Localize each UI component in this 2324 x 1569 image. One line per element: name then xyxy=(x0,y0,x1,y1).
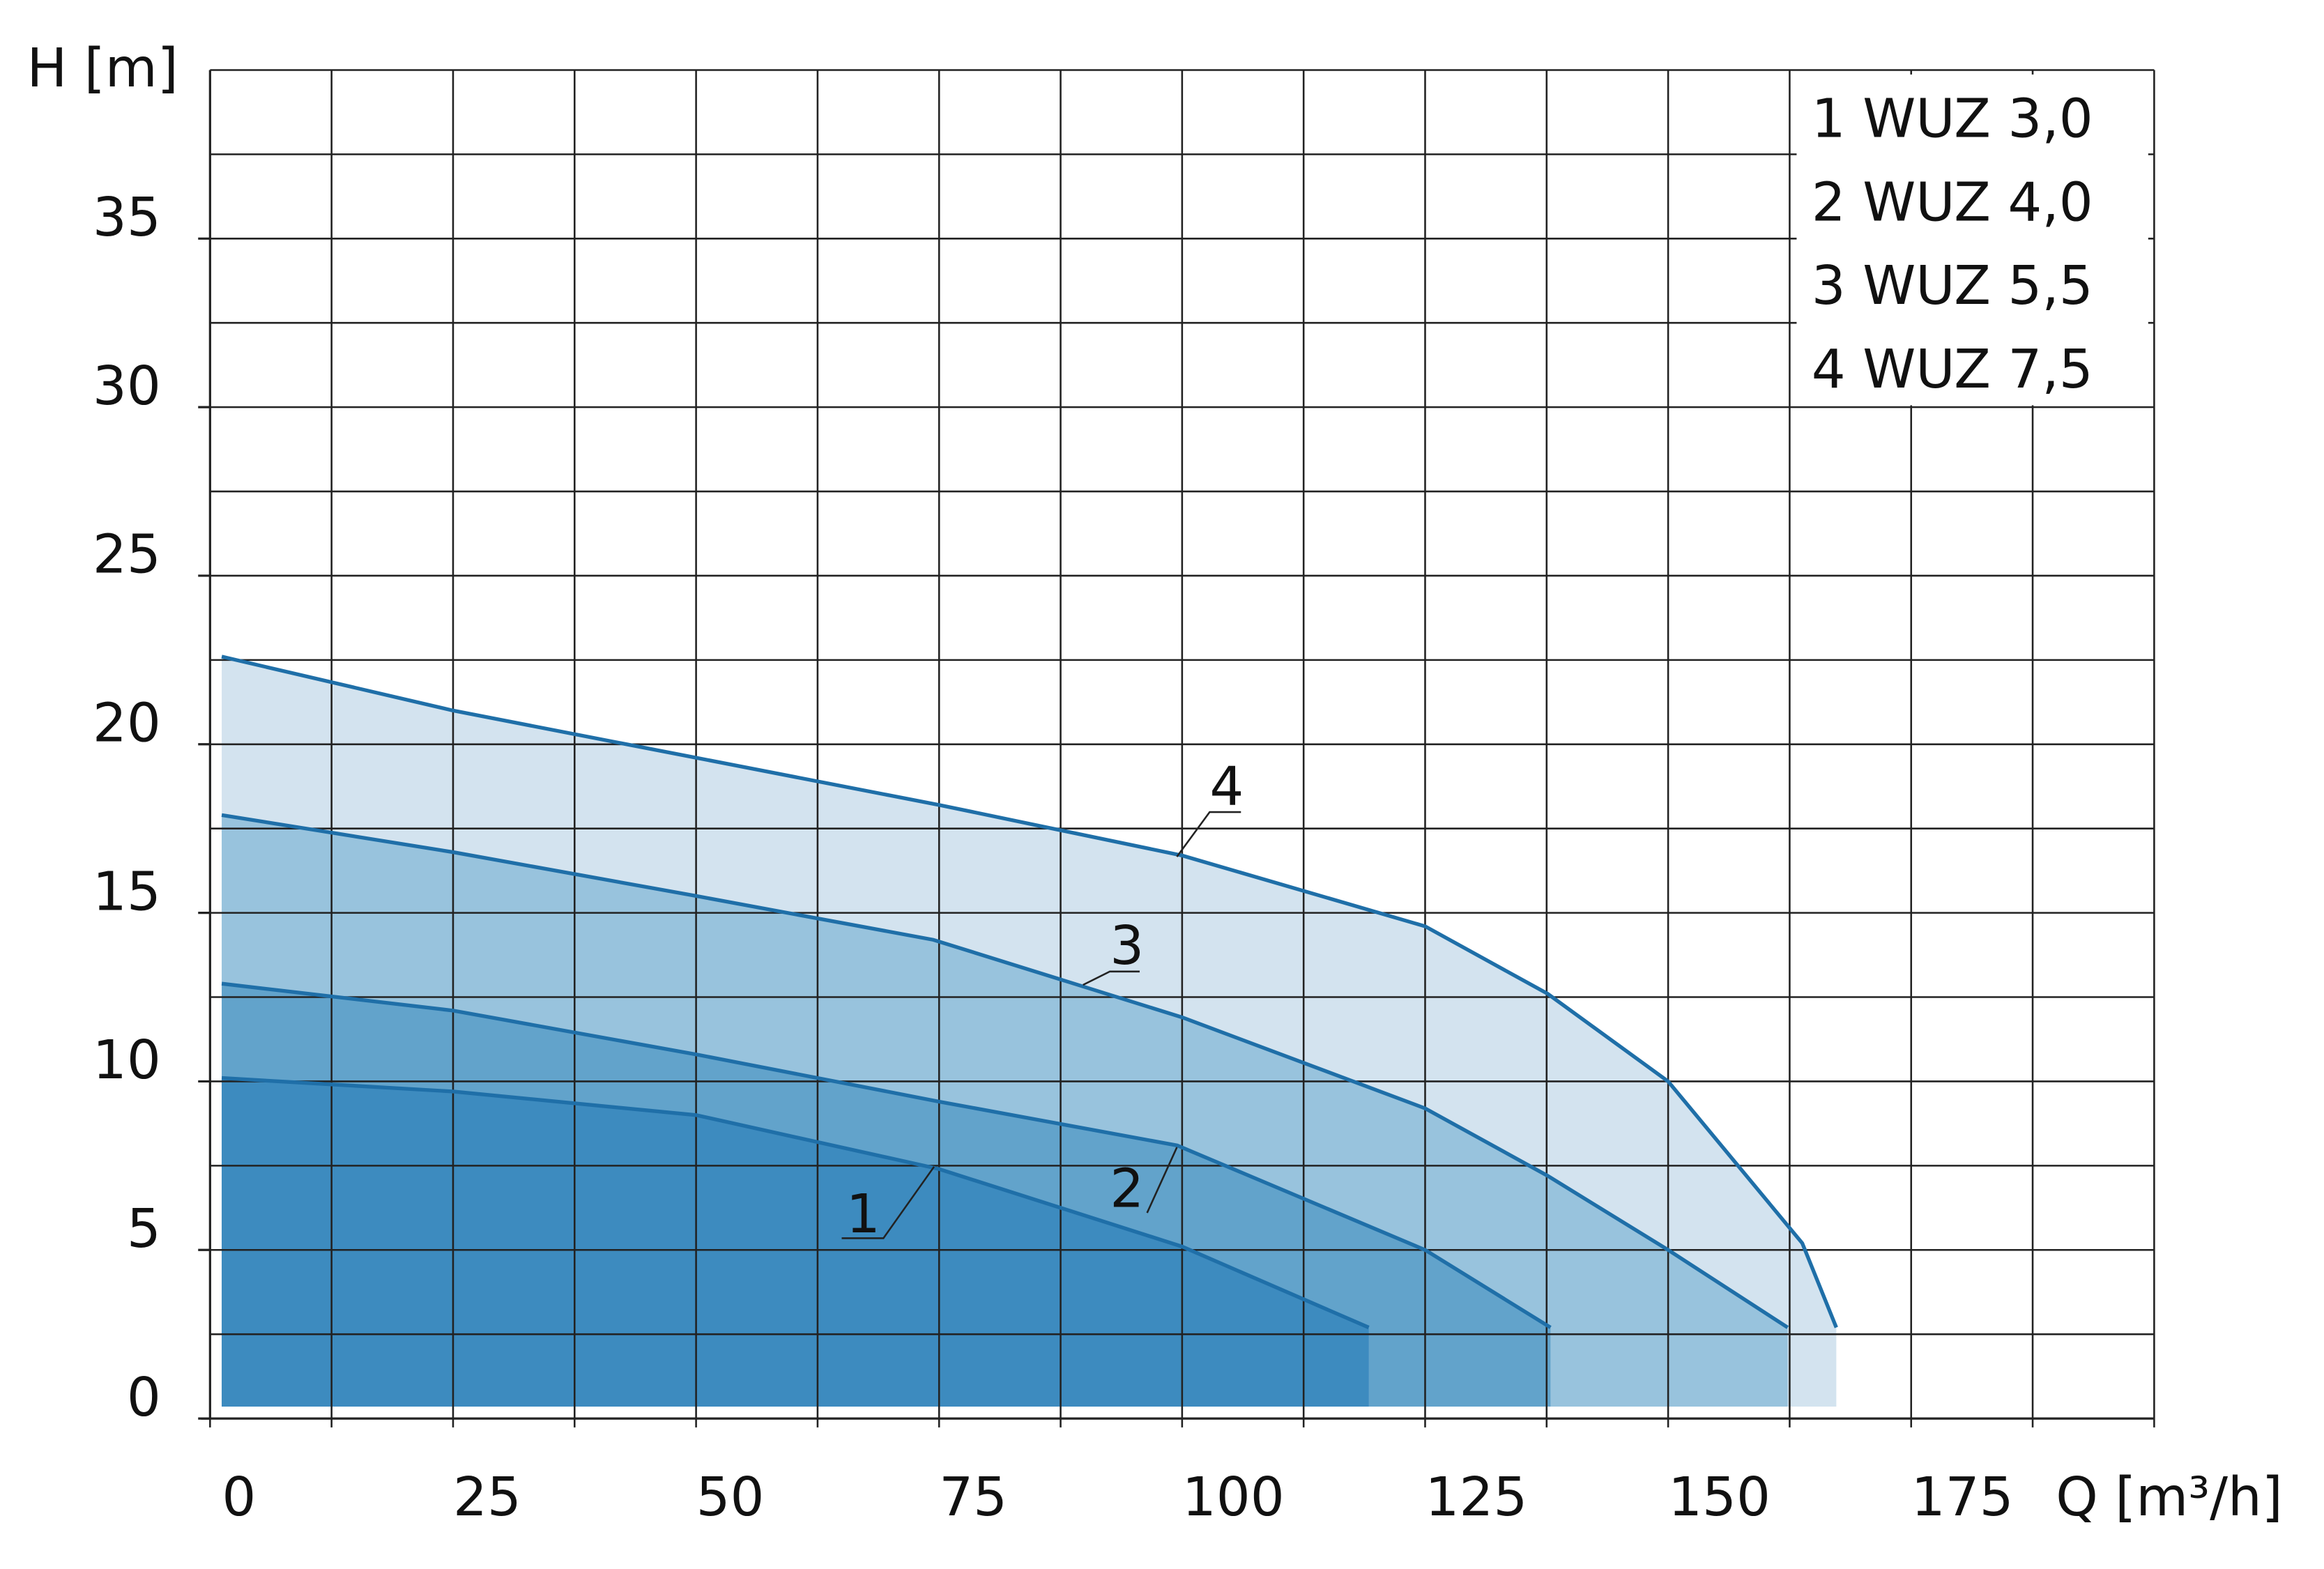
line xyxy=(221,655,1838,1329)
y-tick-label: 35 xyxy=(93,187,161,249)
y-tick-label: 15 xyxy=(93,861,161,923)
leader-line xyxy=(1146,1147,1178,1214)
y-tick-label: 5 xyxy=(127,1198,161,1260)
y-tick-label: 20 xyxy=(93,692,161,754)
line xyxy=(221,981,1552,1329)
area xyxy=(222,1078,1369,1407)
line xyxy=(221,1076,1370,1329)
curve-label: 2 xyxy=(1110,1158,1144,1220)
x-tick-label: 50 xyxy=(696,1467,765,1529)
curve-label: 1 xyxy=(846,1184,880,1246)
x-tick-label: 0 xyxy=(222,1467,256,1529)
leader-line xyxy=(841,1166,935,1239)
curve-label: 4 xyxy=(1209,756,1244,818)
legend-entry: 2 WUZ 4,0 xyxy=(1812,171,2093,234)
x-tick-label: 150 xyxy=(1668,1467,1771,1529)
x-tick-label: 25 xyxy=(453,1467,521,1529)
y-tick-label: 0 xyxy=(127,1367,161,1429)
y-tick-label: 30 xyxy=(93,355,161,418)
legend-entry: 3 WUZ 5,5 xyxy=(1812,255,2093,317)
x-tick-label: 175 xyxy=(1911,1467,2014,1529)
legend-bg xyxy=(1796,74,2148,406)
legend-entry: 1 WUZ 3,0 xyxy=(1812,89,2093,151)
x-axis-label: Q [m³/h] xyxy=(2056,1467,2282,1529)
x-tick-label: 125 xyxy=(1425,1467,1527,1529)
curve-label: 3 xyxy=(1110,915,1144,977)
y-tick-label: 10 xyxy=(93,1030,161,1092)
x-tick-label: 100 xyxy=(1182,1467,1285,1529)
x-tick-label: 75 xyxy=(939,1467,1007,1529)
legend-entry: 4 WUZ 7,5 xyxy=(1812,339,2093,401)
leader-line xyxy=(1176,811,1241,857)
y-axis-label: H [m] xyxy=(26,38,178,100)
line xyxy=(221,813,1789,1329)
y-tick-label: 25 xyxy=(93,524,161,586)
leader-line xyxy=(1083,970,1140,986)
